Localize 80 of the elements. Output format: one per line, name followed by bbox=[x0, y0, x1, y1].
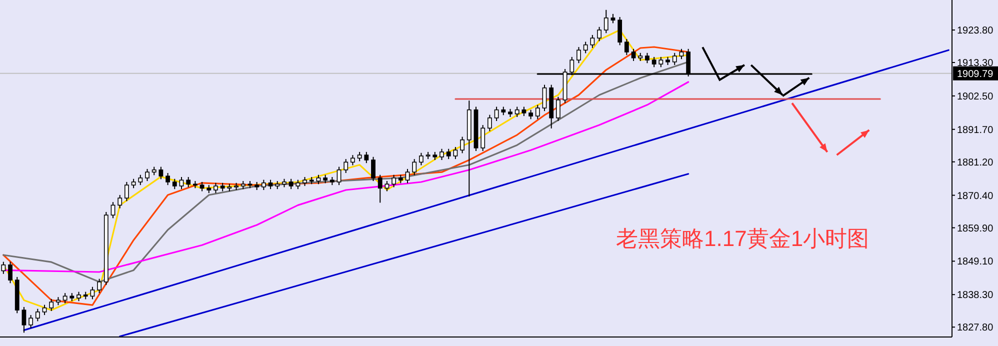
candlestick bbox=[528, 109, 533, 120]
candlestick bbox=[556, 96, 560, 122]
candlestick bbox=[179, 176, 184, 190]
candlestick bbox=[412, 158, 417, 176]
y-tick-label: 1870.40 bbox=[957, 190, 994, 202]
y-tick-label: 1881.20 bbox=[957, 157, 994, 168]
candlestick bbox=[631, 48, 636, 62]
candlestick bbox=[76, 291, 81, 302]
candlestick bbox=[172, 178, 177, 190]
candlestick bbox=[49, 298, 54, 312]
y-tick-label: 1902.50 bbox=[957, 91, 994, 102]
candlestick bbox=[604, 9, 608, 34]
y-tick-label: 1913.30 bbox=[957, 58, 994, 70]
candlestick bbox=[514, 106, 520, 118]
candlestick bbox=[288, 178, 294, 190]
candlestick bbox=[138, 174, 143, 186]
candlestick bbox=[350, 154, 355, 166]
y-tick-label: 1838.30 bbox=[957, 290, 994, 302]
candlestick bbox=[268, 179, 273, 190]
candlestick bbox=[384, 180, 390, 192]
candlestick bbox=[597, 26, 602, 42]
candlestick bbox=[658, 56, 664, 68]
candlestick bbox=[364, 151, 369, 164]
candlestick bbox=[480, 124, 486, 152]
candlestick bbox=[336, 166, 342, 186]
candlestick bbox=[535, 104, 540, 120]
candlestick bbox=[22, 306, 26, 334]
candlestick bbox=[522, 106, 526, 117]
candlestick bbox=[645, 52, 650, 64]
y-tick-label: 1849.10 bbox=[957, 256, 994, 268]
candlestick bbox=[110, 202, 116, 219]
candlestick bbox=[90, 286, 95, 300]
candlestick bbox=[97, 278, 102, 294]
candlestick bbox=[42, 304, 47, 316]
candlestick bbox=[35, 308, 40, 322]
y-tick-label: 1827.80 bbox=[957, 322, 994, 334]
ref-line-label: 1909.79 bbox=[957, 68, 994, 80]
candlestick bbox=[158, 166, 164, 180]
y-tick-label: 1923.80 bbox=[957, 26, 994, 37]
candlestick bbox=[610, 13, 616, 24]
candlestick bbox=[392, 174, 396, 188]
candlestick bbox=[446, 148, 451, 160]
candlestick bbox=[316, 174, 321, 185]
candlestick bbox=[460, 136, 464, 154]
candlestick bbox=[679, 48, 684, 60]
candlestick bbox=[261, 179, 266, 191]
candlestick bbox=[296, 179, 300, 190]
candlestick bbox=[1, 261, 6, 274]
candlestick bbox=[200, 181, 204, 192]
candlestick bbox=[166, 172, 170, 186]
candlestick bbox=[494, 106, 499, 122]
candlestick bbox=[488, 114, 492, 132]
candlestick bbox=[344, 158, 348, 174]
candlestick bbox=[583, 41, 588, 54]
candlestick bbox=[405, 168, 410, 184]
candlestick bbox=[419, 152, 424, 166]
candlestick bbox=[118, 194, 122, 209]
candlestick bbox=[8, 261, 12, 284]
candlestick bbox=[440, 148, 444, 160]
candlestick bbox=[214, 182, 218, 194]
candlestick bbox=[378, 174, 382, 204]
candlestick bbox=[652, 56, 656, 68]
y-tick-label: 1891.70 bbox=[957, 124, 994, 136]
candlestick bbox=[28, 314, 34, 329]
candlestick bbox=[590, 34, 595, 48]
y-tick-label: 1859.90 bbox=[957, 223, 994, 234]
candlestick bbox=[357, 151, 362, 162]
candlestick bbox=[62, 292, 68, 304]
annotation: 老黑策略1.17黄金1小时图 bbox=[616, 226, 870, 252]
candlestick bbox=[672, 52, 677, 66]
candlestick bbox=[186, 176, 191, 188]
candlestick bbox=[124, 181, 129, 202]
candlestick bbox=[371, 156, 376, 182]
candlestick bbox=[542, 84, 547, 112]
candlestick bbox=[131, 178, 136, 189]
candlestick bbox=[453, 146, 458, 160]
candlestick bbox=[618, 16, 622, 46]
candlestick bbox=[145, 168, 150, 182]
candlestick bbox=[624, 38, 629, 56]
candlestick bbox=[576, 46, 581, 64]
